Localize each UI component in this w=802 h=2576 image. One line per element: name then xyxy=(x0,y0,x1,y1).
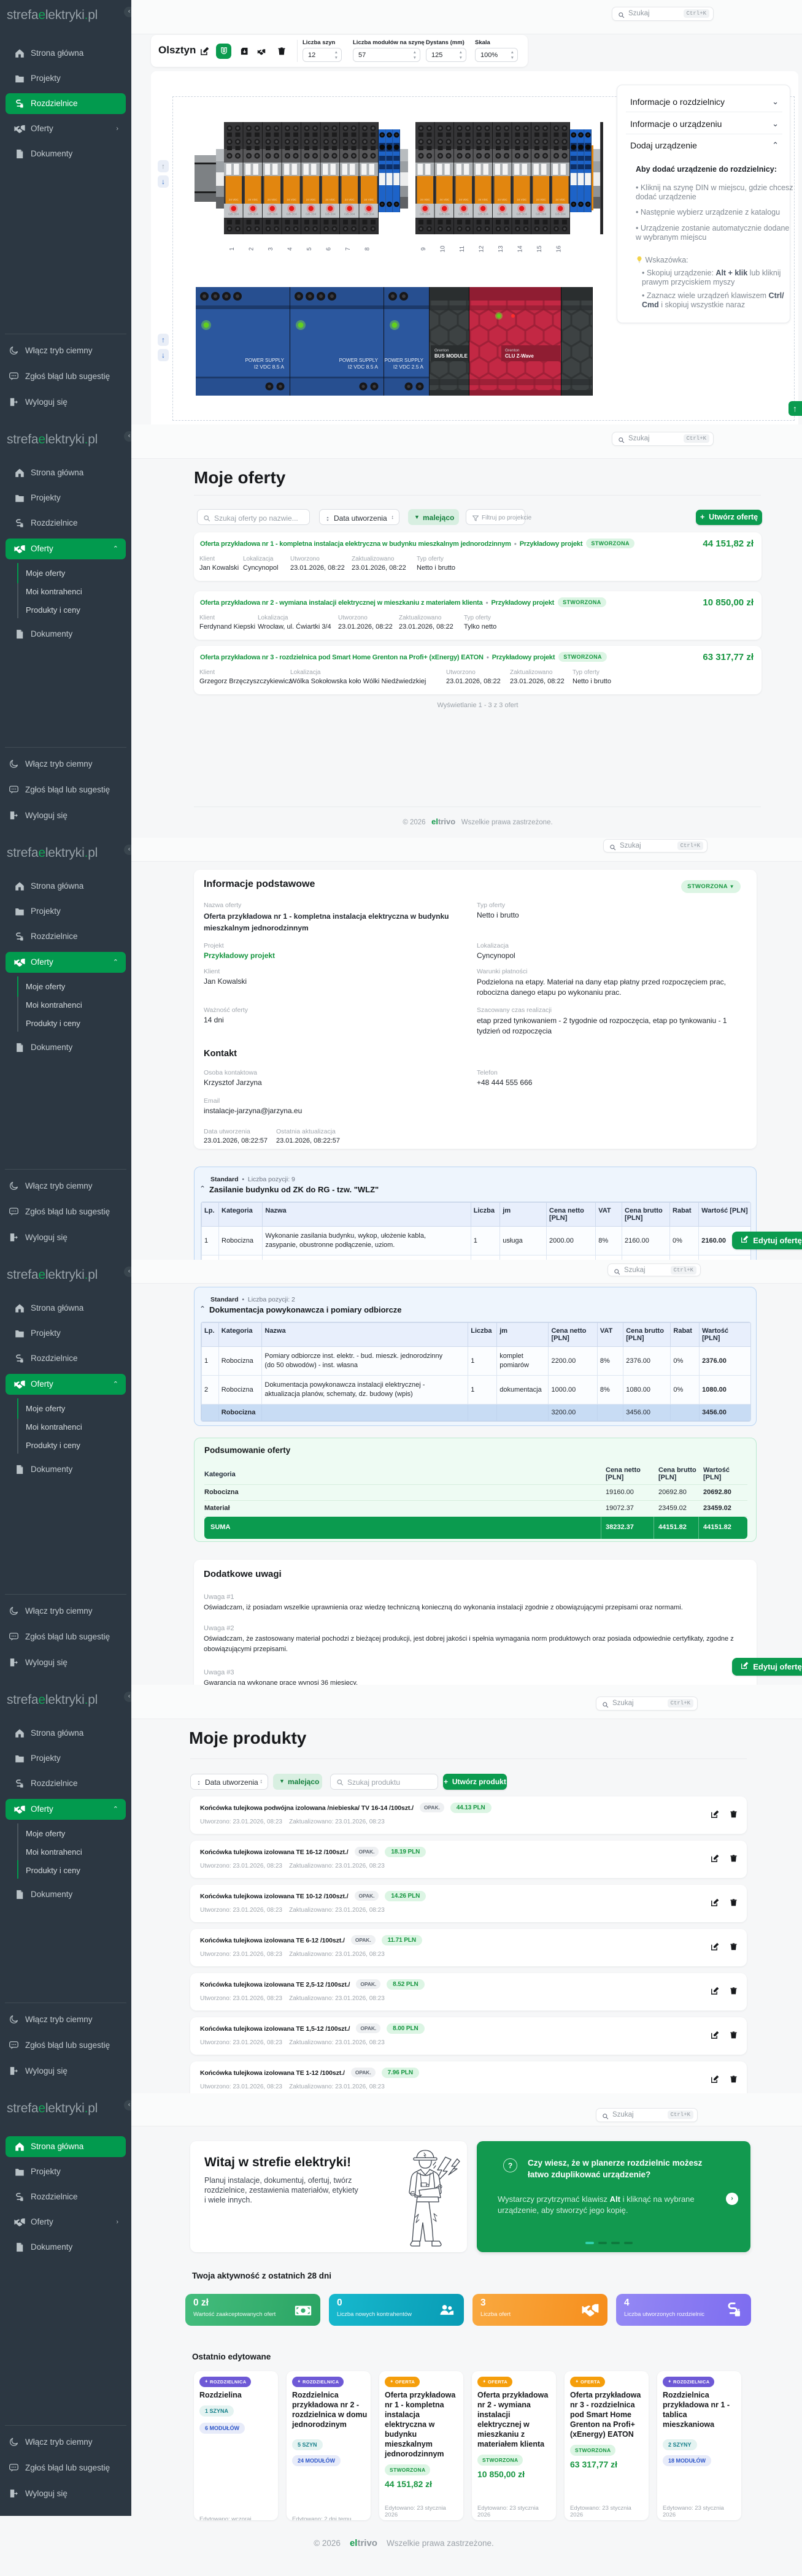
svg-text:I2 VDC 8.5 A: I2 VDC 8.5 A xyxy=(348,364,378,370)
svg-text:BUS MODULE: BUS MODULE xyxy=(434,353,468,359)
svg-text:CLU Z-Wave: CLU Z-Wave xyxy=(505,353,534,359)
svg-text:8: 8 xyxy=(364,247,371,251)
svg-text:13: 13 xyxy=(498,245,504,253)
svg-text:Grenton: Grenton xyxy=(505,348,520,353)
svg-text:Grenton: Grenton xyxy=(434,348,449,353)
svg-text:5: 5 xyxy=(306,247,313,251)
svg-text:11: 11 xyxy=(459,245,466,252)
svg-text:3: 3 xyxy=(268,247,274,251)
svg-text:10: 10 xyxy=(440,245,447,253)
svg-text:POWER SUPPLY: POWER SUPPLY xyxy=(385,358,424,363)
svg-text:16: 16 xyxy=(556,245,563,253)
svg-text:6: 6 xyxy=(326,247,333,251)
svg-text:9: 9 xyxy=(420,247,427,251)
svg-text:POWER SUPPLY: POWER SUPPLY xyxy=(245,358,285,363)
svg-text:2: 2 xyxy=(249,247,255,251)
svg-text:4: 4 xyxy=(287,247,294,251)
svg-text:12: 12 xyxy=(479,245,485,253)
svg-text:14: 14 xyxy=(517,245,524,253)
svg-text:I2 VDC 2.5 A: I2 VDC 2.5 A xyxy=(393,364,423,370)
svg-text:POWER SUPPLY: POWER SUPPLY xyxy=(339,358,379,363)
svg-text:7: 7 xyxy=(345,247,352,251)
svg-text:15: 15 xyxy=(536,245,543,253)
svg-text:I2 VDC 8.5 A: I2 VDC 8.5 A xyxy=(254,364,284,370)
svg-text:1: 1 xyxy=(229,247,236,251)
